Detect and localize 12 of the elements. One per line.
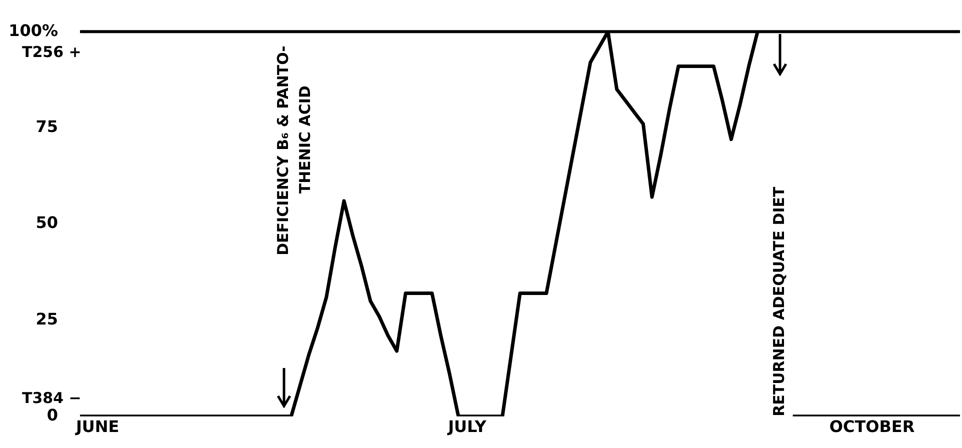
y-tick-label: 25	[36, 309, 58, 328]
y-tick-label: 50	[36, 213, 58, 232]
annotation: T384 −	[22, 388, 82, 407]
y-tick-label: 0	[46, 406, 58, 425]
annotation: T256 +	[22, 42, 82, 61]
y-tick-label: 75	[36, 116, 58, 136]
y-tick-label: 100%	[8, 20, 58, 40]
x-tick-label: JULY	[447, 417, 487, 436]
x-tick-label: JUNE	[74, 417, 120, 436]
annotation: DEFICIENCY B₆ & PANTO- THENIC ACID	[274, 46, 314, 256]
x-tick-label: OCTOBER	[829, 417, 915, 436]
annotation: RETURNED ADEQUATE DIET	[770, 186, 788, 416]
